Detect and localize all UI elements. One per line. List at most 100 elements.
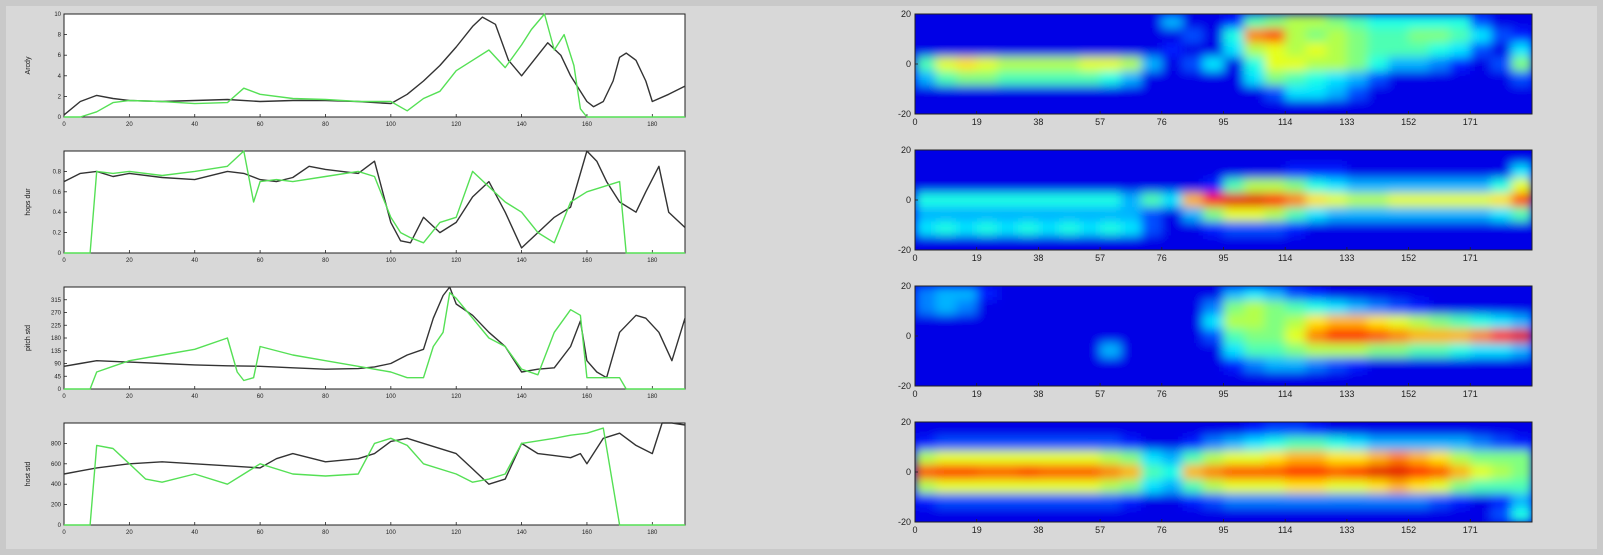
heatmap-cell <box>1182 42 1204 58</box>
series-line-green <box>64 292 685 390</box>
heatmap-cell <box>1017 192 1039 208</box>
heatmap-cell <box>1408 314 1430 330</box>
heatmap-cell <box>1058 357 1081 373</box>
heatmap-cell <box>1346 99 1369 114</box>
heatmap-cell <box>1470 150 1492 165</box>
heatmap-cell <box>1470 507 1492 522</box>
heatmap-cell <box>1305 464 1327 480</box>
heatmap-cell <box>915 85 937 101</box>
heatmap-cell <box>1388 235 1410 250</box>
heatmap-cell <box>1367 221 1389 237</box>
series-line-dark <box>63 150 686 249</box>
heatmap-cell <box>1367 14 1389 29</box>
heatmap-cell <box>1388 14 1410 29</box>
heatmap-cell <box>1100 56 1122 72</box>
heatmap-cell <box>1017 71 1039 87</box>
heatmap-cell <box>1161 422 1183 437</box>
heatmap-cell <box>1038 178 1060 194</box>
y-tick-label: 225 <box>51 323 62 329</box>
x-tick-label: 57 <box>1095 253 1105 263</box>
heatmap-cell <box>997 178 1019 194</box>
heatmap-cell <box>956 235 978 250</box>
heatmap-cell <box>1079 507 1101 522</box>
heatmap-cell <box>1449 371 1471 386</box>
heatmap-cell <box>1141 56 1163 72</box>
heatmap-cell <box>956 464 978 480</box>
heatmap-cell <box>1141 99 1163 114</box>
heatmap-cell <box>1223 357 1245 373</box>
heatmap-cell <box>1058 178 1081 194</box>
heatmap-cell <box>1182 286 1204 301</box>
heatmap-cell <box>1326 207 1348 223</box>
heatmap-cell <box>915 493 937 509</box>
heatmap-cell <box>1182 99 1204 114</box>
heatmap-cell <box>1470 286 1492 301</box>
heatmap-cell <box>976 493 998 509</box>
heatmap-cell <box>976 28 998 44</box>
heatmap-cell <box>1264 42 1286 58</box>
heatmap-cell <box>1346 221 1369 237</box>
heatmap-cell <box>1100 357 1122 373</box>
heatmap-cell <box>1408 71 1430 87</box>
heatmap-cell <box>1017 371 1039 386</box>
heatmap-cell <box>1367 164 1389 180</box>
heatmap-cell <box>1388 314 1410 330</box>
heatmap-cell <box>1161 314 1183 330</box>
heatmap-cell <box>1038 99 1060 114</box>
heatmap-cell <box>1100 343 1122 359</box>
heatmap-cell <box>1161 357 1183 373</box>
heatmap-cell <box>1511 479 1532 495</box>
heatmap-cell <box>1470 300 1492 316</box>
heatmap-cell <box>1100 150 1122 165</box>
heatmap-cell <box>1429 300 1451 316</box>
heatmap-cell <box>976 99 998 114</box>
heatmap-cell <box>1161 300 1183 316</box>
heatmap-cell <box>1285 343 1307 359</box>
heatmap-cell <box>1202 507 1225 522</box>
heatmap-cell <box>1367 450 1389 466</box>
plot-area-4 <box>63 422 686 526</box>
heatmap-cell <box>1079 150 1101 165</box>
heatmap-cell <box>1120 221 1142 237</box>
heatmap-cell <box>1429 235 1451 250</box>
heatmap-cell <box>956 357 978 373</box>
heatmap-cell <box>935 85 957 101</box>
heatmap-cell <box>1120 436 1142 452</box>
heatmap-cell <box>1017 56 1039 72</box>
heatmap-cell <box>1285 464 1307 480</box>
heatmap-cell <box>1202 450 1225 466</box>
heatmap-cell <box>1017 178 1039 194</box>
heatmap-cell <box>1346 56 1369 72</box>
heatmap-cell <box>1305 85 1327 101</box>
heatmap-cells <box>915 150 1532 250</box>
heatmap-cell <box>1182 235 1204 250</box>
heatmap-cell <box>1079 56 1101 72</box>
heatmap-cell <box>1038 28 1060 44</box>
heatmap-cell <box>997 422 1019 437</box>
x-tick-label: 20 <box>126 258 133 264</box>
heatmap-cell <box>956 422 978 437</box>
heatmap-cell <box>1388 85 1410 101</box>
heatmap-cell <box>1326 71 1348 87</box>
heatmap-cell <box>1511 493 1532 509</box>
heatmap-cell <box>1470 479 1492 495</box>
heatmap-cell <box>1120 343 1142 359</box>
heatmap-cell <box>1511 464 1532 480</box>
heatmap-cell <box>915 479 937 495</box>
heatmap-cell <box>976 85 998 101</box>
heatmap-cell <box>997 343 1019 359</box>
heatmap-cell <box>1182 422 1204 437</box>
heatmap-cell <box>1058 221 1081 237</box>
heatmap-cell <box>1141 357 1163 373</box>
heatmap-cell <box>1285 357 1307 373</box>
x-tick-label: 114 <box>1278 525 1292 535</box>
heatmap-cell <box>1038 493 1060 509</box>
heatmap-cell <box>1182 192 1204 208</box>
heatmap-cell <box>1408 178 1430 194</box>
heatmap-cell <box>935 99 957 114</box>
heatmap-cell <box>956 28 978 44</box>
x-tick-label: 95 <box>1218 525 1228 535</box>
heatmap-cell <box>1511 178 1532 194</box>
heatmap-cell <box>1429 221 1451 237</box>
x-tick-label: 0 <box>912 525 917 535</box>
